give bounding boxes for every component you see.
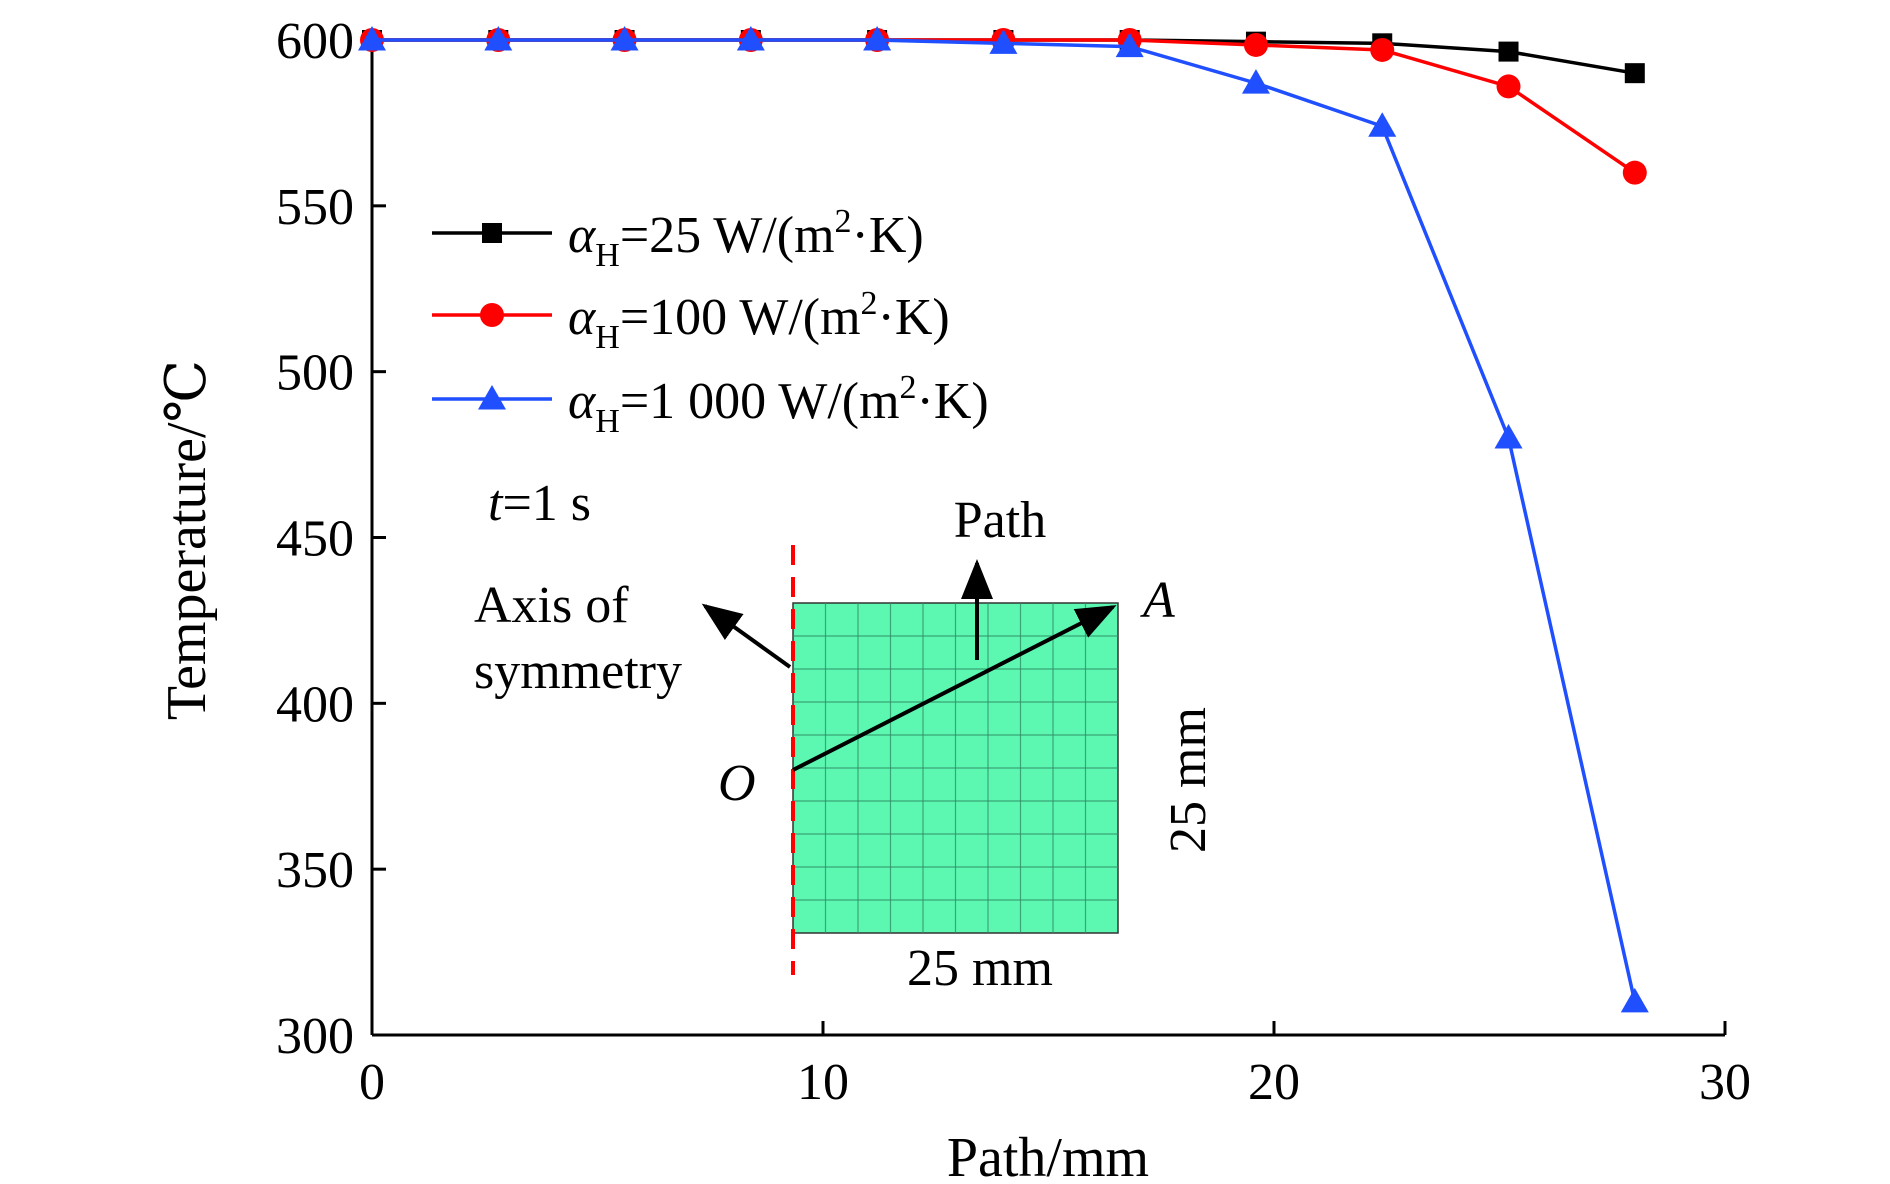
data-point — [1620, 987, 1649, 1013]
legend-marker — [480, 303, 504, 327]
legend-name-prefix: α — [568, 373, 597, 430]
data-point — [484, 26, 513, 51]
data-point — [358, 26, 386, 51]
x-tick-label: 0 — [359, 1054, 385, 1111]
legend-name-sup: 2 — [900, 369, 917, 406]
data-point — [1496, 74, 1521, 99]
time-variable: t — [488, 475, 504, 532]
path-label: Path — [954, 492, 1046, 549]
legend-name-suffix: ·K) — [917, 373, 989, 430]
data-point — [1368, 112, 1397, 137]
legend-name-sup: 2 — [861, 285, 878, 322]
time-value: =1 s — [502, 475, 591, 532]
y-tick-label: 400 — [276, 676, 354, 733]
legend-entry-1: αH=25 W/(m2·K) — [432, 203, 924, 274]
y-ticks: 300 350 400 450 500 550 600 — [276, 13, 386, 1065]
data-point — [1243, 32, 1268, 57]
data-point — [736, 26, 765, 51]
data-point — [1624, 63, 1645, 84]
x-ticks: 0 10 20 30 — [359, 1021, 1751, 1111]
time-annotation: t=1 s — [488, 475, 591, 532]
data-point — [1241, 69, 1270, 94]
y-tick-label: 550 — [276, 179, 354, 236]
legend-name-value: =25 W/(m — [620, 207, 835, 264]
legend-entry-3: αH=1 000 W/(m2·K) — [432, 369, 989, 440]
legend-label: αH=1 000 W/(m2·K) — [568, 369, 989, 440]
data-point — [989, 29, 1018, 54]
data-point — [1622, 160, 1647, 185]
legend-entry-2: αH=100 W/(m2·K) — [432, 285, 950, 356]
series-line — [372, 38, 1636, 175]
y-axis-title: Temperature/℃ — [156, 360, 218, 720]
axis-of-symmetry-label-line1: Axis of — [474, 577, 629, 634]
path-line-arrow — [792, 605, 1117, 772]
axis-label-arrow — [701, 603, 792, 669]
data-point — [1494, 424, 1523, 449]
data-point — [1498, 41, 1519, 62]
x-tick-label: 10 — [797, 1054, 849, 1111]
x-tick-label: 30 — [1699, 1054, 1751, 1111]
legend-marker — [482, 223, 502, 243]
series-layer — [358, 26, 1649, 1013]
data-point — [1115, 32, 1144, 58]
inset-width-label: 25 mm — [907, 940, 1053, 997]
data-point — [863, 26, 892, 51]
data-point — [1370, 37, 1395, 62]
inset-mesh-grid — [793, 603, 1118, 933]
legend-name-sub: H — [595, 237, 620, 274]
legend-name-sub: H — [595, 403, 620, 440]
legend-name-suffix: ·K) — [852, 207, 924, 264]
inset-schematic: Path A O Axis of symmetry 25 mm 25 mm — [474, 492, 1217, 997]
x-tick-label: 20 — [1248, 1054, 1300, 1111]
legend-marker — [478, 385, 506, 410]
inset-height-label: 25 mm — [1160, 707, 1217, 853]
legend: αH=25 W/(m2·K)αH=100 W/(m2·K)αH=1 000 W/… — [432, 203, 989, 440]
y-tick-label: 500 — [276, 345, 354, 402]
y-tick-label: 600 — [276, 13, 354, 70]
legend-name-value: =100 W/(m — [620, 289, 861, 346]
point-o-label: O — [718, 755, 756, 812]
y-tick-label: 450 — [276, 511, 354, 568]
legend-name-suffix: ·K) — [878, 289, 950, 346]
y-tick-label: 300 — [276, 1008, 354, 1065]
x-axis-title: Path/mm — [947, 1127, 1149, 1184]
series-3 — [358, 26, 1649, 1013]
legend-name-sub: H — [595, 319, 620, 356]
y-tick-label: 350 — [276, 842, 354, 899]
legend-name-prefix: α — [568, 289, 597, 346]
point-a-label: A — [1140, 572, 1175, 629]
data-point — [610, 26, 639, 51]
legend-label: αH=25 W/(m2·K) — [568, 203, 924, 274]
legend-label: αH=100 W/(m2·K) — [568, 285, 950, 356]
legend-name-sup: 2 — [835, 203, 852, 240]
axis-of-symmetry-label-line2: symmetry — [474, 643, 682, 700]
legend-name-prefix: α — [568, 207, 597, 264]
legend-name-value: =1 000 W/(m — [620, 373, 900, 430]
